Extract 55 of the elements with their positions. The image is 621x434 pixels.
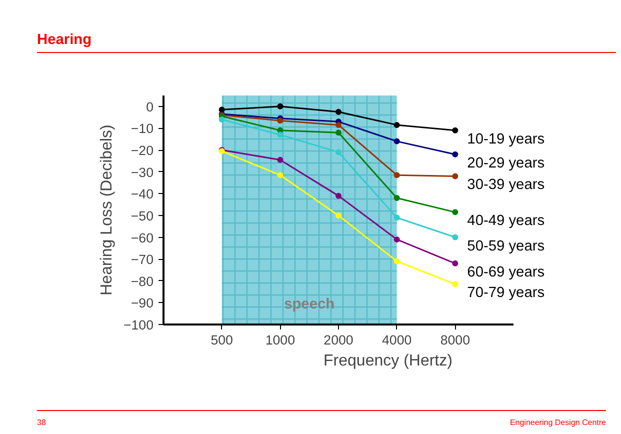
point: [452, 260, 458, 266]
y-tick-label: −90: [130, 296, 154, 311]
x-tick-label: 4000: [382, 332, 412, 348]
series-label: 40-49 years: [467, 213, 545, 230]
point: [452, 127, 458, 134]
chart-title: Hearing: [37, 31, 92, 50]
point: [452, 234, 458, 240]
point: [336, 122, 342, 128]
band-label: speech: [284, 296, 335, 312]
y-axis-title: Hearing Loss (Decibels): [98, 124, 116, 296]
point: [277, 103, 284, 110]
series-label: 70-79 years: [467, 285, 545, 302]
x-tick-label: 500: [210, 332, 233, 348]
text: 38: [37, 417, 46, 428]
y-tick-label: −10: [130, 121, 154, 136]
x-tick-label: 1000: [265, 332, 295, 348]
point: [452, 173, 458, 180]
point: [218, 116, 225, 122]
series-label: 10-19 years: [467, 131, 545, 148]
series-label: 60-69 years: [467, 264, 545, 280]
point: [394, 236, 400, 242]
point: [394, 122, 400, 128]
point: [336, 108, 342, 115]
x-tick-label: 2000: [324, 332, 354, 348]
point: [336, 192, 342, 199]
point: [394, 195, 400, 201]
y-tick-label: −100: [123, 318, 154, 332]
y-tick-label: 0: [146, 99, 154, 114]
point: [394, 214, 400, 221]
series-label: 30-39 years: [467, 177, 545, 194]
point: [452, 209, 458, 216]
text: Engineering Design Centre: [510, 417, 606, 428]
y-tick-label: −70: [130, 252, 154, 268]
point: [277, 156, 284, 163]
y-tick-label: −80: [130, 274, 154, 289]
series-label: 50-59 years: [467, 238, 545, 254]
point: [394, 138, 400, 144]
point: [394, 172, 400, 178]
y-tick-label: −60: [130, 230, 154, 246]
point: [277, 132, 284, 138]
y-tick-label: −30: [130, 164, 154, 180]
point: [336, 130, 342, 136]
series-label: 20-29 years: [467, 155, 545, 172]
point: [452, 151, 458, 158]
point: [336, 212, 342, 218]
y-tick-label: −20: [130, 143, 154, 158]
point: [394, 258, 400, 264]
y-tick-label: −40: [130, 186, 154, 202]
point: [277, 118, 284, 124]
x-tick-label: 8000: [440, 332, 470, 348]
point: [336, 149, 342, 156]
point: [277, 172, 284, 178]
y-tick-label: −50: [130, 208, 154, 224]
x-axis-title: Frequency (Hertz): [324, 352, 452, 370]
point: [452, 281, 458, 288]
